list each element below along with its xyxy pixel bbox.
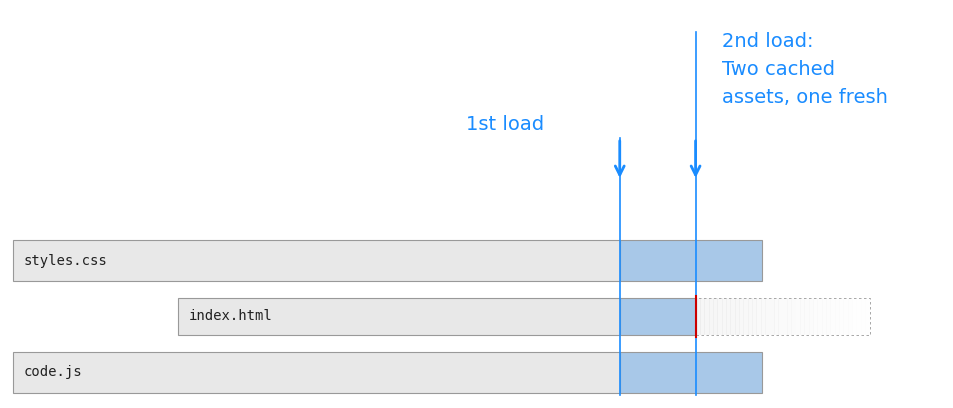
Bar <box>834 298 839 335</box>
Text: index.html: index.html <box>189 309 273 324</box>
Bar <box>851 298 857 335</box>
Bar <box>619 298 695 335</box>
Bar <box>747 298 752 335</box>
Text: code.js: code.js <box>24 365 82 379</box>
Bar <box>756 298 760 335</box>
Bar <box>695 298 700 335</box>
Bar <box>734 298 740 335</box>
Bar <box>847 298 852 335</box>
Bar <box>829 298 835 335</box>
Bar <box>864 298 869 335</box>
Bar <box>786 298 791 335</box>
Bar <box>769 298 774 335</box>
Bar <box>812 298 818 335</box>
Text: styles.css: styles.css <box>24 254 108 268</box>
Bar <box>725 298 731 335</box>
Bar <box>781 298 787 335</box>
Bar <box>839 298 843 335</box>
Bar <box>619 240 761 281</box>
Bar <box>856 298 861 335</box>
Bar <box>708 298 713 335</box>
Bar <box>712 298 718 335</box>
Bar <box>790 298 796 335</box>
Bar <box>703 298 709 335</box>
Bar <box>842 298 848 335</box>
Bar <box>825 298 830 335</box>
Bar <box>751 298 757 335</box>
Bar <box>739 298 743 335</box>
Bar <box>760 298 765 335</box>
Bar <box>13 352 619 392</box>
Bar <box>821 298 826 335</box>
Text: 2nd load:
Two cached
assets, one fresh: 2nd load: Two cached assets, one fresh <box>721 32 887 107</box>
Bar <box>720 298 726 335</box>
Bar <box>178 298 619 335</box>
Bar <box>730 298 735 335</box>
Text: 1st load: 1st load <box>465 115 543 135</box>
Bar <box>717 298 721 335</box>
Bar <box>803 298 809 335</box>
Bar <box>13 240 619 281</box>
Bar <box>778 298 782 335</box>
Bar <box>800 298 804 335</box>
Bar <box>742 298 748 335</box>
Bar <box>817 298 821 335</box>
Bar <box>619 352 761 392</box>
Bar <box>860 298 865 335</box>
Bar <box>695 298 868 335</box>
Bar <box>700 298 704 335</box>
Bar <box>795 298 800 335</box>
Bar <box>773 298 779 335</box>
Bar <box>808 298 813 335</box>
Bar <box>764 298 770 335</box>
